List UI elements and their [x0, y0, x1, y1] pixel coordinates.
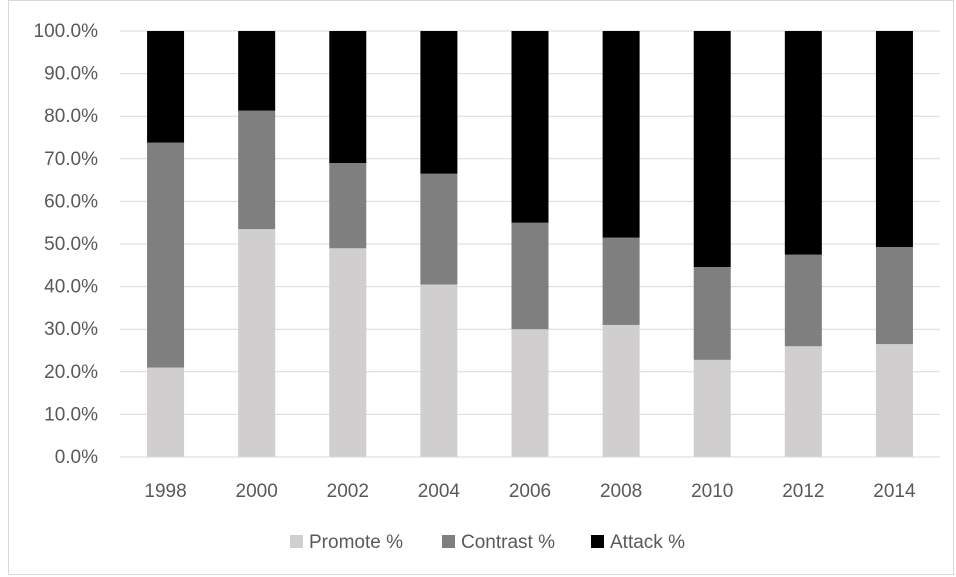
y-tick-label: 90.0%	[44, 64, 98, 85]
y-tick-label: 80.0%	[44, 106, 98, 127]
bar-contrast-2006	[511, 222, 549, 330]
bar-attack-2006	[511, 31, 549, 223]
bar-promote-2000	[238, 229, 276, 457]
x-tick-label: 2006	[509, 481, 551, 502]
y-tick-label: 60.0%	[44, 191, 98, 212]
bar-attack-1998	[147, 31, 185, 143]
y-tick-label: 70.0%	[44, 149, 98, 170]
y-tick-label: 100.0%	[34, 21, 99, 42]
x-tick-label: 2008	[600, 481, 642, 502]
bar-attack-2004	[420, 31, 458, 174]
x-tick-label: 1998	[144, 481, 186, 502]
bar-contrast-2012	[784, 254, 822, 347]
bar-promote-2004	[420, 284, 458, 457]
bar-attack-2014	[875, 31, 913, 247]
bar-promote-2002	[329, 248, 367, 457]
bar-contrast-2004	[420, 173, 458, 285]
legend-swatch-contrast	[442, 535, 455, 548]
x-axis-tick-labels: 1998 2000 2002 2004 2006 2008 2010 2012 2014	[144, 481, 916, 502]
legend-label-attack: Attack %	[610, 532, 685, 553]
bar-promote-2014	[875, 344, 913, 457]
bar-contrast-2002	[329, 163, 367, 249]
bar-promote-2006	[511, 329, 549, 457]
bar-contrast-2014	[875, 246, 913, 345]
bar-promote-1998	[147, 367, 185, 457]
y-tick-label: 30.0%	[44, 319, 98, 340]
bar-contrast-2008	[602, 237, 640, 325]
y-axis-tick-labels: 0.0% 10.0% 20.0% 30.0% 40.0% 50.0% 60.0% 70.0% 8…	[34, 21, 99, 468]
legend-label-contrast: Contrast %	[461, 532, 555, 553]
bar-promote-2010	[693, 359, 731, 457]
bar-attack-2002	[329, 31, 367, 164]
bar-promote-2012	[784, 346, 822, 457]
x-tick-label: 2010	[691, 481, 733, 502]
x-tick-label: 2014	[873, 481, 916, 502]
x-tick-label: 2004	[418, 481, 461, 502]
bar-attack-2000	[238, 31, 276, 111]
x-tick-label: 2000	[236, 481, 278, 502]
bar-contrast-2010	[693, 267, 731, 360]
y-tick-label: 10.0%	[44, 404, 98, 425]
bar-contrast-1998	[147, 142, 185, 368]
y-tick-label: 20.0%	[44, 362, 98, 383]
bar-attack-2012	[784, 31, 822, 255]
y-tick-label: 0.0%	[55, 447, 98, 468]
bar-contrast-2000	[238, 110, 276, 230]
legend-swatch-promote	[290, 535, 303, 548]
bar-promote-2008	[602, 324, 640, 457]
y-tick-label: 50.0%	[44, 234, 98, 255]
legend-label-promote: Promote %	[309, 532, 403, 553]
legend-swatch-attack	[591, 535, 604, 548]
bar-attack-2008	[602, 31, 640, 238]
x-tick-label: 2012	[782, 481, 824, 502]
legend: Promote % Contrast % Attack %	[290, 532, 685, 553]
y-tick-label: 40.0%	[44, 277, 98, 298]
bar-attack-2010	[693, 31, 731, 268]
x-tick-label: 2002	[327, 481, 369, 502]
bars	[147, 31, 913, 457]
